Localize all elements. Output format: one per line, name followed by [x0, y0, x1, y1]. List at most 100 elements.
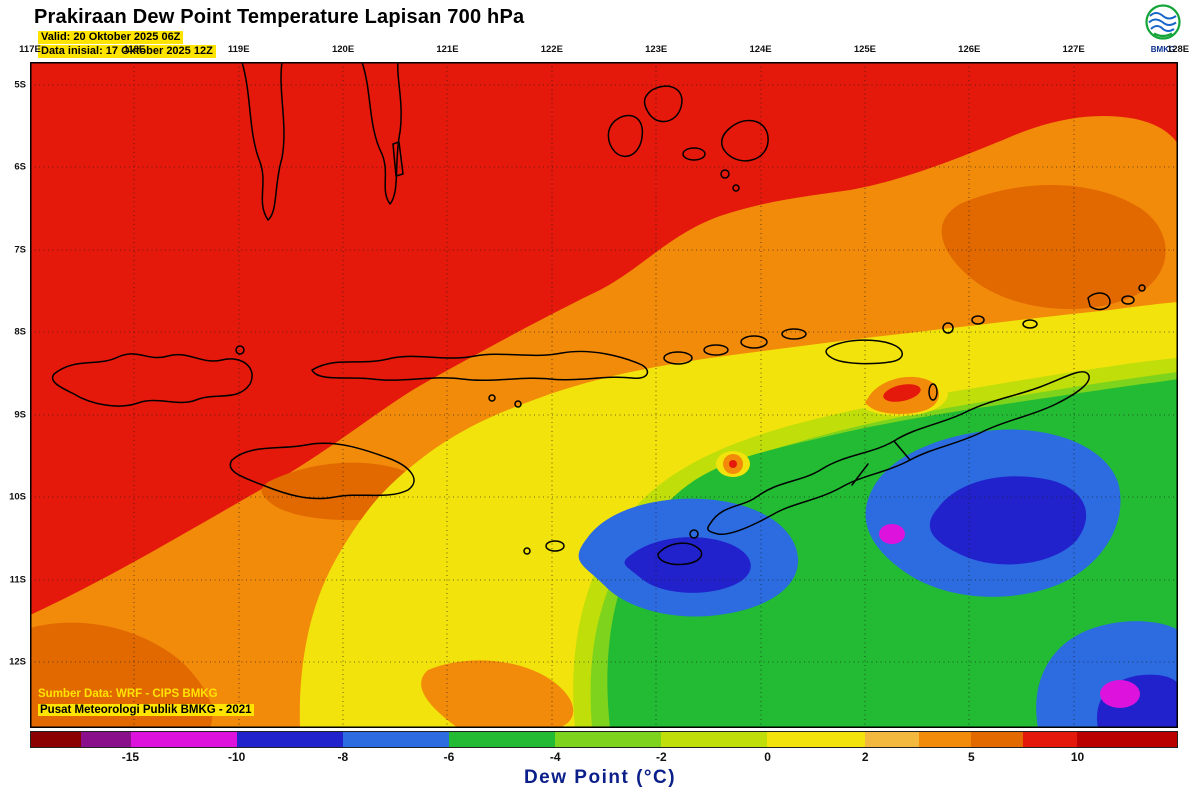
lon-tick-label: 118E — [123, 44, 146, 55]
colorbar-segment — [449, 732, 556, 747]
field-orange-patch-bottom — [421, 660, 574, 728]
island-outline — [740, 335, 768, 349]
colorbar-segment — [661, 732, 768, 747]
lon-tick-label: 124E — [749, 44, 772, 55]
map-credits: Sumber Data: WRF - CIPS BMKG Pusat Meteo… — [38, 688, 254, 718]
island-outline-wetar — [825, 339, 903, 365]
border-line-timor — [893, 440, 911, 461]
colorbar-tick-label: -2 — [656, 750, 667, 764]
lon-tick-label: 120E — [331, 44, 355, 55]
island-outline-sulawesi-sw — [241, 62, 285, 221]
colorbar-tick-label: -6 — [443, 750, 455, 764]
island-outline — [663, 351, 693, 365]
logo-wave-2 — [1148, 18, 1177, 26]
island-outline-sabu — [545, 540, 565, 552]
colorbar-tick-label: -15 — [121, 750, 140, 764]
island-outline — [488, 394, 496, 402]
island-outline-timor — [707, 371, 1090, 535]
lon-tick-label: 123E — [645, 44, 668, 55]
magenta-minimum-1 — [879, 524, 905, 544]
colorbar — [30, 731, 1178, 748]
colorbar-tick-label: 0 — [764, 750, 771, 764]
island-outline — [1121, 295, 1135, 305]
island-outline — [514, 400, 522, 408]
field-amber-patch-topright — [941, 184, 1166, 310]
logo-wave-3 — [1150, 25, 1175, 32]
island-outline — [607, 114, 644, 158]
bmkg-logo: BMKG — [1140, 3, 1186, 54]
lon-tick-label: 127E — [1062, 44, 1085, 55]
island-outline — [682, 147, 706, 161]
longitude-axis: 117E 118E 119E 120E 121E 122E 123E 124E 125E 126E… — [19, 44, 1189, 58]
island-outline — [971, 315, 985, 325]
lat-tick-label: 6S — [14, 161, 26, 173]
colorbar-segment — [81, 732, 132, 747]
lat-tick-label: 11S — [9, 574, 26, 586]
island-outline-sulawesi-se — [361, 62, 402, 205]
logo-wave-1 — [1149, 12, 1177, 20]
colorbar-tick-label: 5 — [968, 750, 975, 764]
darkblue-core-a — [624, 537, 751, 593]
grid-lines — [30, 62, 1178, 728]
island-outline — [720, 169, 730, 179]
magenta-minimum-2 — [1100, 680, 1140, 708]
field-amber-patch-bottomleft — [30, 622, 213, 728]
coastlines — [51, 62, 1146, 566]
colorbar-tick-label: 2 — [861, 750, 869, 764]
colorbar-segment — [237, 732, 344, 747]
initial-time-label: Data inisial: 17 Oktober 2025 12Z — [38, 45, 216, 58]
darkblue-core-b — [929, 476, 1087, 565]
island-outline — [781, 328, 807, 340]
island-outline-sumbawa — [51, 353, 253, 407]
lon-tick-label: 125E — [853, 44, 876, 55]
colorbar-segment — [1023, 732, 1077, 747]
bmkg-logo-icon — [1145, 4, 1181, 40]
map-canvas: Sumber Data: WRF - CIPS BMKG Pusat Meteo… — [30, 62, 1178, 728]
colorbar-tick-label: -8 — [337, 750, 349, 764]
island-outline — [643, 85, 683, 123]
colorbar-segment — [767, 732, 865, 747]
island-outline-flores — [311, 350, 649, 381]
island-outline — [732, 184, 740, 192]
colorbar-segment — [343, 732, 450, 747]
temperature-field — [30, 62, 1178, 728]
island-outline — [721, 119, 769, 162]
island-outline — [1138, 284, 1146, 292]
dry-spot-red-1 — [883, 384, 921, 402]
island-outline — [942, 322, 954, 334]
logo-green-arc — [1153, 32, 1173, 38]
island-outline — [689, 529, 699, 539]
colorbar-segment — [970, 732, 1024, 747]
island-outline-selayar — [392, 141, 404, 177]
latitude-axis: 5S 6S 7S 8S 9S 10S 11S 12S — [2, 62, 28, 728]
island-outline — [1022, 319, 1038, 329]
island-outline-sumba — [229, 442, 415, 500]
colorbar-label: Dew Point (°C) — [523, 767, 677, 788]
border-line-timor — [851, 463, 869, 486]
colorbar-tick-label: -10 — [227, 750, 246, 764]
island-outline — [703, 344, 729, 356]
lon-tick-label: 117E — [19, 44, 41, 55]
colorbar-segment — [131, 732, 238, 747]
dewpoint-field-svg — [30, 62, 1178, 728]
island-outline — [1087, 292, 1111, 311]
lon-tick-label: 121E — [436, 44, 459, 55]
island-outline-rote — [657, 542, 703, 566]
lon-tick-label: 119E — [227, 44, 250, 55]
bmkg-logo-text: BMKG — [1150, 45, 1176, 54]
data-source-credit: Sumber Data: WRF - CIPS BMKG — [38, 688, 218, 700]
lat-tick-label: 8S — [14, 326, 26, 338]
lat-tick-label: 5S — [14, 79, 26, 91]
island-outline — [523, 547, 531, 555]
colorbar-segment — [31, 732, 82, 747]
colorbar-segment — [864, 732, 920, 747]
page-title: Prakiraan Dew Point Temperature Lapisan … — [34, 6, 525, 28]
dry-spot-red-2 — [729, 460, 737, 468]
colorbar-segment — [555, 732, 662, 747]
map-border — [30, 62, 1178, 728]
lat-tick-label: 12S — [9, 656, 26, 668]
colorbar-ticks: -15 -10 -8 -6 -4 -2 0 2 5 10 — [30, 750, 1178, 765]
valid-time-label: Valid: 20 Oktober 2025 06Z — [38, 31, 184, 44]
lat-tick-label: 7S — [14, 244, 26, 256]
